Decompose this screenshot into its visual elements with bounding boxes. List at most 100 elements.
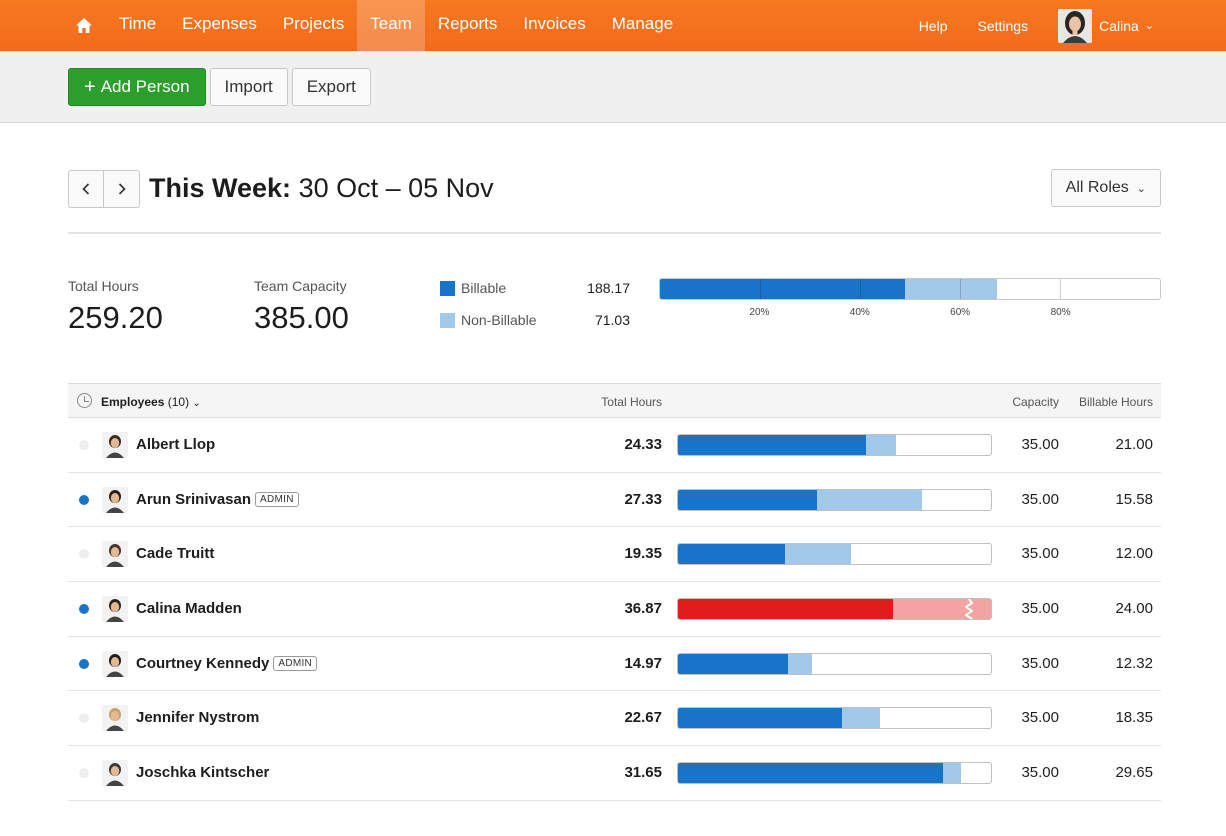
team-capacity-value: 385.00 [254,300,349,335]
billable-hours-cell: 18.35 [1115,709,1153,727]
employee-name[interactable]: Calina Madden [136,600,242,617]
capacity-cell: 35.00 [1021,545,1059,563]
team-hours-bar [659,278,1161,300]
total-hours-value: 259.20 [68,300,163,335]
hours-bar [677,543,992,566]
nav-item-team[interactable]: Team [357,0,425,51]
table-row[interactable]: Joschka Kintscher 31.65 35.00 29.65 [68,746,1161,801]
table-row[interactable]: Albert Llop 24.33 35.00 21.00 [68,418,1161,473]
week-header: This Week: 30 Oct – 05 Nov All Roles ⌄ [68,169,1161,209]
page-title: This Week: 30 Oct – 05 Nov [149,173,494,204]
nav-item-manage[interactable]: Manage [611,14,674,33]
import-button[interactable]: Import [209,67,288,106]
avatar [102,705,128,732]
employee-name[interactable]: Joschka Kintscher [136,764,269,781]
week-nav [68,170,140,208]
total-hours-label: Total Hours [68,278,139,294]
billable-hours-cell: 24.00 [1115,600,1153,618]
non-billable-label: Non-Billable [461,312,537,328]
next-week-button[interactable] [104,170,140,208]
total-hours-cell: 27.33 [624,490,662,508]
billable-segment [678,544,786,565]
total-hours-stat: Total Hours 259.20 [68,278,163,336]
billable-segment [678,599,893,620]
employees-column-dropdown[interactable]: Employees (10) ⌄ [101,395,201,409]
roles-label: All Roles [1065,179,1129,196]
table-body: Albert Llop 24.33 35.00 21.00 Arun Srinivasa… [68,418,1161,801]
hours-bar [677,762,992,785]
nav-item-expenses[interactable]: Expenses [182,14,257,33]
total-hours-cell: 36.87 [624,600,662,618]
status-dot [79,494,89,505]
table-row[interactable]: Courtney Kennedy ADMIN 14.97 35.00 12.32 [68,637,1161,692]
help-link[interactable]: Help [918,17,948,34]
status-dot [79,658,89,669]
previous-week-button[interactable] [68,170,104,208]
billable-value: 188.17 [587,280,630,296]
non-billable-segment [788,653,812,674]
nav-item-time[interactable]: Time [119,14,157,33]
bar-tick [960,279,961,299]
billable-label: Billable [461,280,507,296]
billable-segment [678,708,842,729]
avatar [102,650,128,677]
over-capacity-marker [964,599,974,620]
table-row[interactable]: Cade Truitt 19.35 35.00 12.00 [68,527,1161,583]
employee-name[interactable]: Courtney Kennedy ADMIN [136,655,318,672]
non-billable-segment [785,544,852,565]
clock-icon [77,393,92,408]
non-billable-segment [904,279,997,299]
employee-name-text: Albert Llop [136,436,216,453]
admin-badge: ADMIN [273,655,318,671]
employee-name[interactable]: Cade Truitt [136,545,214,562]
total-hours-cell: 31.65 [624,764,662,782]
status-dot [79,604,89,615]
employees-table: Employees (10) ⌄ Total Hours Capacity Bi… [68,383,1161,801]
billable-hours-cell: 29.65 [1115,764,1153,782]
table-row[interactable]: Jennifer Nystrom 22.67 35.00 18.35 [68,691,1161,747]
legend-billable: Billable 188.17 [440,280,630,296]
hours-bar [677,434,992,456]
chevron-down-icon[interactable]: ⌄ [1144,20,1154,32]
home-icon[interactable] [69,0,99,51]
user-avatar[interactable] [1058,8,1093,43]
capacity-cell: 35.00 [1021,436,1059,453]
non-billable-segment [842,708,881,729]
table-row[interactable]: Arun Srinivasan ADMIN 27.33 35.00 15.58 [68,473,1161,528]
tick-label: 80% [1050,307,1071,318]
employee-name[interactable]: Jennifer Nystrom [136,709,259,726]
nav-item-reports[interactable]: Reports [437,14,498,33]
billable-hours-cell: 15.58 [1115,490,1153,508]
total-hours-cell: 24.33 [624,436,662,453]
employee-name-text: Jennifer Nystrom [136,709,260,727]
non-billable-segment [892,599,991,620]
roles-filter-dropdown[interactable]: All Roles ⌄ [1050,169,1161,207]
status-dot [79,440,89,450]
main-nav: Time Expenses Projects Team Reports Invoices M… [106,0,686,51]
billable-segment [660,279,905,299]
total-hours-header: Total Hours [601,395,662,409]
tick-label: 20% [749,307,770,318]
nav-item-projects[interactable]: Projects [282,14,345,33]
non-billable-segment [865,435,896,455]
table-row[interactable]: Calina Madden 36.87 35.00 24.00 [68,582,1161,637]
export-button[interactable]: Export [291,67,371,106]
nav-item-invoices[interactable]: Invoices [523,14,586,33]
billable-hours-cell: 12.00 [1115,545,1153,563]
settings-link[interactable]: Settings [977,17,1029,34]
user-name[interactable]: Calina [1099,17,1139,34]
add-person-button[interactable]: + Add Person [68,67,206,106]
tick-label: 40% [849,307,870,318]
tick-label: 60% [950,307,971,318]
employees-header: Employees [101,395,165,409]
hours-bar [677,488,992,511]
total-hours-cell: 19.35 [624,545,662,563]
status-dot [79,768,89,779]
hours-bar [677,707,992,730]
capacity-cell: 35.00 [1021,654,1059,672]
employee-name[interactable]: Arun Srinivasan ADMIN [136,491,299,508]
employee-name[interactable]: Albert Llop [136,436,215,453]
total-hours-cell: 14.97 [624,654,662,672]
status-dot [79,549,89,560]
capacity-cell: 35.00 [1021,490,1059,508]
